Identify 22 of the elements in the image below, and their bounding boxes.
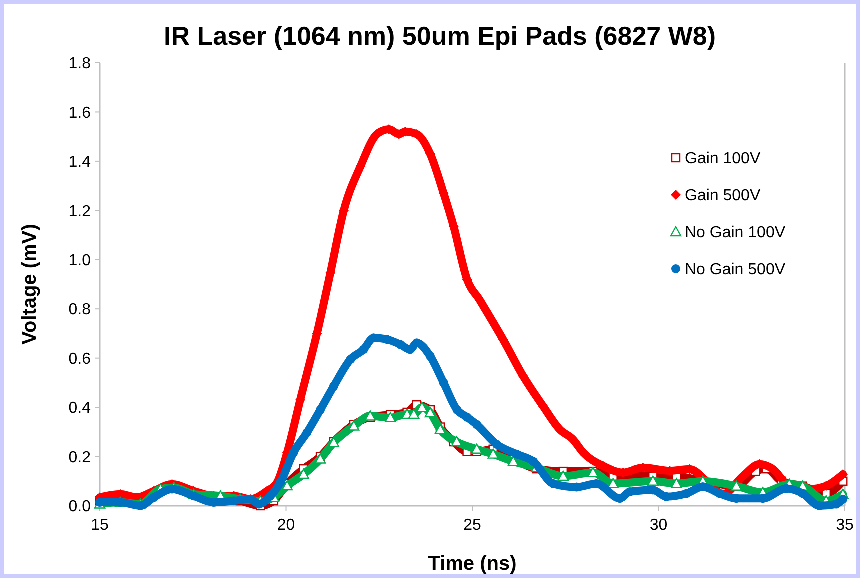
x-tick-label: 30 xyxy=(650,517,668,534)
y-tick-label: 0.2 xyxy=(68,449,92,466)
legend-label: Gain 100V xyxy=(685,150,761,168)
x-tick-label: 25 xyxy=(464,517,482,534)
x-tick-label: 15 xyxy=(91,517,109,534)
legend-label: No Gain 100V xyxy=(685,224,786,242)
x-tick-label: 35 xyxy=(836,517,854,534)
y-tick-label: 0.8 xyxy=(68,302,92,319)
y-tick-label: 1.2 xyxy=(68,203,92,220)
y-tick-label: 0.6 xyxy=(68,350,92,368)
y-tick-label: 1.0 xyxy=(68,252,92,270)
y-tick-label: 1.8 xyxy=(68,56,92,73)
legend-label: Gain 500V xyxy=(685,188,761,205)
y-axis-title: Voltage (mV) xyxy=(19,224,41,345)
y-tick-label: 1.4 xyxy=(68,154,92,172)
y-tick-label: 1.6 xyxy=(68,104,92,122)
x-tick-label: 20 xyxy=(277,517,296,534)
y-tick-label: 0.0 xyxy=(68,498,92,516)
chart-title: IR Laser (1064 nm) 50um Epi Pads (6827 W8) xyxy=(164,21,716,51)
x-axis-title: Time (ns) xyxy=(428,553,517,575)
y-tick-label: 0.4 xyxy=(68,400,92,418)
legend-label: No Gain 500V xyxy=(685,262,786,279)
